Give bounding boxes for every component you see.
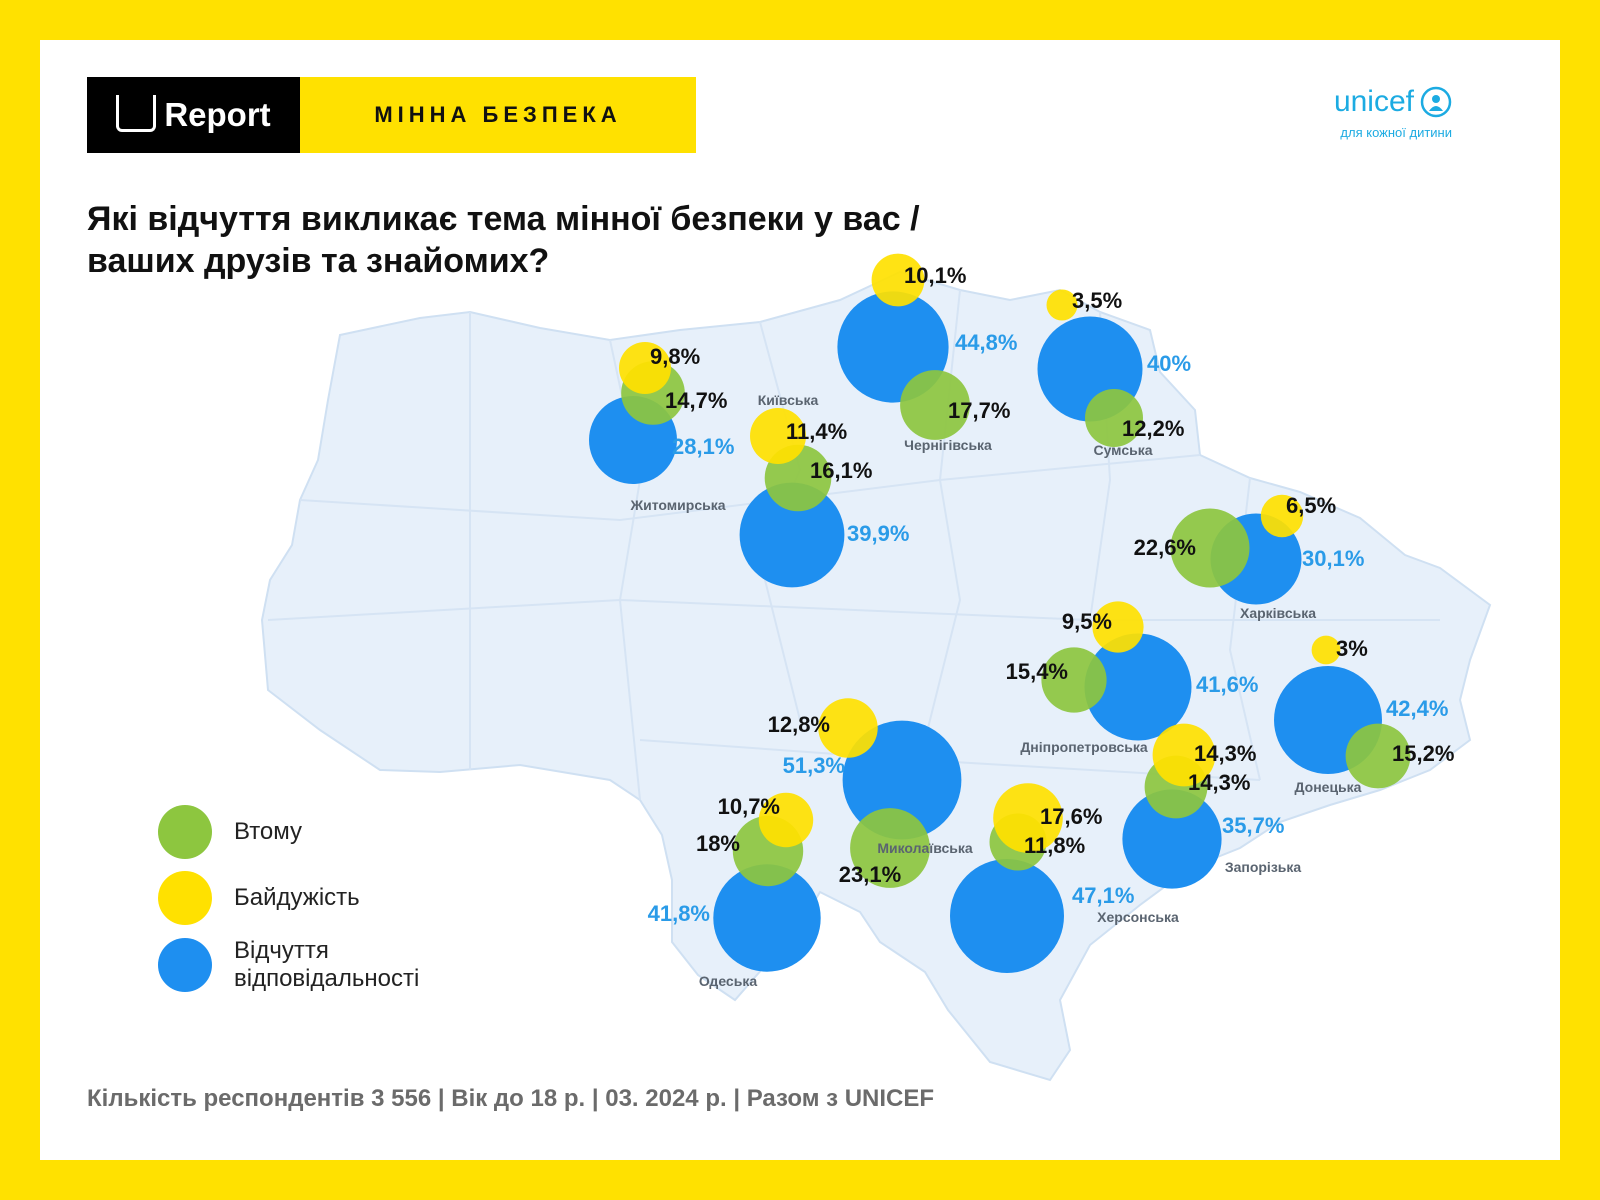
ureport-u-icon [116,94,157,132]
value-label-odesa-responsibility: 41,8% [648,901,710,926]
legend-swatch-fatigue [158,805,212,859]
value-label-kharkiv-fatigue: 22,6% [1134,535,1196,560]
value-label-odesa-fatigue: 18% [696,831,740,856]
bubble-mykolaiv-responsibility [842,720,962,840]
region-name-chernihiv: Чернігівська [904,437,992,453]
bubble-mykolaiv-fatigue [850,808,930,888]
region-name-zhytomyr: Житомирська [630,497,726,513]
value-label-kyiv-indifference: 11,4% [786,419,847,444]
bubble-kharkiv-fatigue [1170,508,1250,588]
value-label-zaporizhzhia-fatigue: 14,3% [1188,770,1250,795]
region-name-donetsk: Донецька [1295,779,1362,795]
legend-item-responsibility: Відчуття відповідальності [158,937,474,993]
bubble-odesa-indifference [758,792,814,848]
value-label-chernihiv-fatigue: 17,7% [948,398,1010,423]
header-brand: Report МІННА БЕЗПЕКА [87,77,696,153]
ureport-logo: Report [87,77,300,153]
unicef-logo: unicef для кожної дитини [1334,85,1452,140]
survey-footer: Кількість респондентів 3 556 | Вік до 18… [87,1085,935,1112]
region-name-kherson: Херсонська [1097,909,1179,925]
ureport-logo-text: Report [164,96,271,133]
legend-item-indifference: Байдужість [158,871,474,925]
bubble-donetsk-indifference [1311,635,1341,665]
value-label-mykolaiv-indifference: 12,8% [768,712,830,737]
value-label-mykolaiv-responsibility: 51,3% [783,753,845,778]
bubble-donetsk-fatigue [1345,723,1411,789]
bubble-kyiv-indifference [750,408,806,464]
bubble-mykolaiv-indifference [818,698,878,758]
value-label-donetsk-indifference: 3% [1336,636,1368,661]
legend: Втому Байдужість Відчуття відповідальнос… [158,805,474,1005]
legend-swatch-indifference [158,871,212,925]
legend-item-fatigue: Втому [158,805,474,859]
value-label-kherson-responsibility: 47,1% [1072,883,1134,908]
unicef-emblem-icon [1420,86,1452,118]
bubble-odesa-responsibility [713,864,821,972]
region-name-sumy: Сумська [1093,442,1152,458]
value-label-sumy-fatigue: 12,2% [1122,416,1184,441]
value-label-dnipro-responsibility: 41,6% [1196,672,1258,697]
bubble-dnipro-fatigue [1041,647,1107,713]
value-label-sumy-indifference: 3,5% [1072,288,1122,313]
bubble-kherson-responsibility [950,859,1064,973]
region-name-kharkiv: Харківська [1240,605,1316,621]
legend-swatch-responsibility [158,938,212,992]
region-name-kyiv: Київська [758,392,819,408]
region-name-mykolaiv: Миколаївська [877,840,973,856]
question-title: Які відчуття викликає тема мінної безпек… [87,200,920,280]
bubble-kherson-indifference [993,783,1063,853]
bubble-zhytomyr-indifference [619,342,671,394]
value-label-kharkiv-responsibility: 30,1% [1302,546,1364,571]
bubble-sumy-fatigue [1085,389,1143,447]
region-name-odesa: Одеська [699,973,757,989]
legend-label-indifference: Байдужість [234,884,360,911]
value-label-donetsk-fatigue: 15,2% [1392,741,1454,766]
value-label-zhytomyr-fatigue: 14,7% [665,388,727,413]
value-label-dnipro-indifference: 9,5% [1062,609,1112,634]
bubble-kharkiv-indifference [1260,494,1304,538]
value-label-dnipro-fatigue: 15,4% [1006,659,1068,684]
bubble-kyiv-responsibility [739,482,845,588]
value-label-zhytomyr-indifference: 9,8% [650,344,700,369]
value-label-kherson-indifference: 17,6% [1040,804,1102,829]
value-label-zhytomyr-responsibility: 28,1% [672,434,734,459]
bubble-sumy-indifference [1046,289,1078,321]
bubble-zaporizhzhia-indifference [1152,723,1216,787]
value-label-zaporizhzhia-responsibility: 35,7% [1222,813,1284,838]
bubble-dnipro-responsibility [1084,633,1192,741]
value-label-odesa-indifference: 10,7% [718,794,780,819]
unicef-tagline: для кожної дитини [1340,125,1452,140]
region-name-zaporizhzhia: Запорізька [1225,859,1302,875]
value-label-chernihiv-responsibility: 44,8% [955,330,1017,355]
value-label-kherson-fatigue: 11,8% [1024,833,1085,858]
bubble-chernihiv-fatigue [900,370,970,440]
value-label-chernihiv-indifference: 10,1% [904,263,966,288]
legend-label-responsibility: Відчуття відповідальності [234,937,420,992]
value-label-kyiv-fatigue: 16,1% [810,458,872,483]
bubble-dnipro-indifference [1092,601,1144,653]
legend-label-fatigue: Втому [234,818,303,845]
bubble-chernihiv-indifference [871,253,925,307]
bubble-zaporizhzhia-responsibility [1122,789,1222,889]
unicef-name: unicef [1333,85,1414,118]
value-label-kharkiv-indifference: 6,5% [1286,493,1336,518]
value-label-sumy-responsibility: 40% [1147,351,1191,376]
value-label-donetsk-responsibility: 42,4% [1386,696,1448,721]
value-label-kyiv-responsibility: 39,9% [847,521,909,546]
value-label-zaporizhzhia-indifference: 14,3% [1194,741,1256,766]
region-name-dnipro: Дніпропетровська [1020,739,1148,755]
value-label-mykolaiv-fatigue: 23,1% [839,862,901,887]
topic-title: МІННА БЕЗПЕКА [300,77,696,153]
